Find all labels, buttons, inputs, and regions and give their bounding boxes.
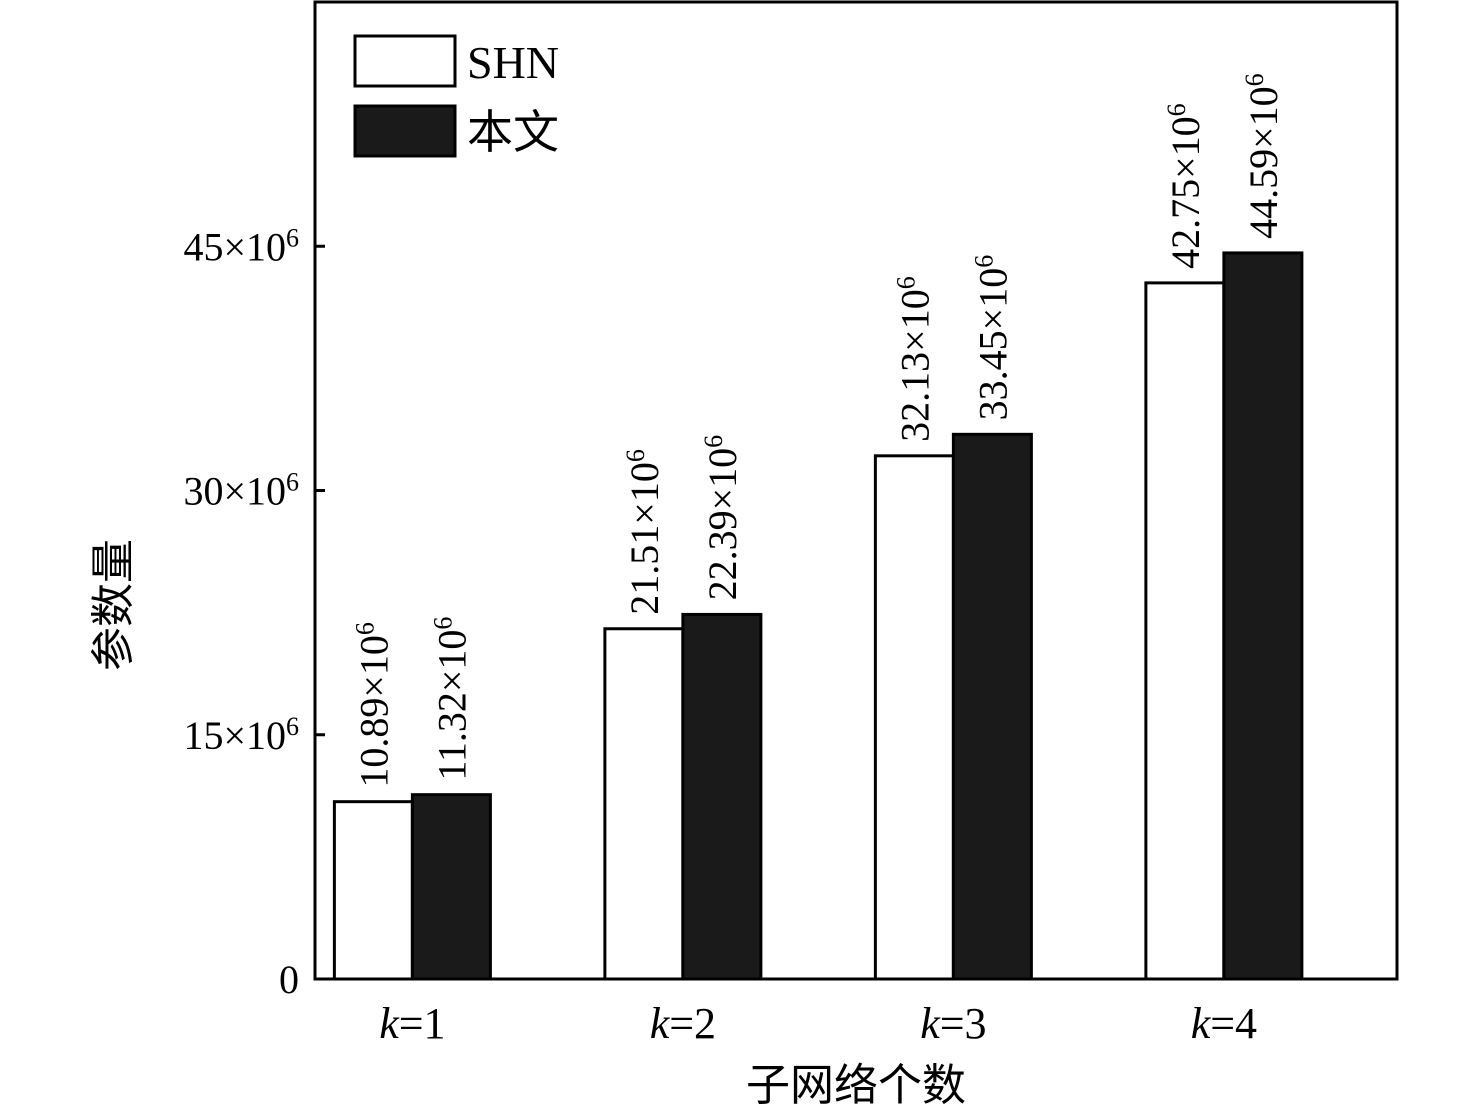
data-label: 42.75×106	[1162, 103, 1208, 269]
y-axis: 0 15×106 30×106 45×106	[183, 223, 325, 1002]
bar-本文-k=1	[410, 793, 492, 981]
data-label: 22.39×106	[699, 435, 745, 601]
legend-swatch-本文	[353, 104, 457, 158]
bar-SHN-k=1	[332, 800, 414, 981]
y-axis-title: 参数量	[89, 539, 138, 671]
x-tick-label: k=2	[650, 999, 716, 1048]
bar-SHN-k=3	[873, 454, 955, 981]
y-tick-label: 15×106	[183, 712, 299, 758]
x-axis: k=1 k=2 k=3 k=4	[379, 999, 1257, 1048]
x-axis-title: 子网络个数	[746, 1061, 966, 1110]
legend-label: 本文	[467, 107, 559, 158]
data-label: 33.45×106	[969, 255, 1015, 421]
bars-layer	[332, 251, 1304, 981]
y-tick-label: 0	[279, 957, 299, 1002]
x-tick-label: k=3	[920, 999, 986, 1048]
data-label: 44.59×106	[1240, 73, 1286, 239]
bar-本文-k=2	[681, 612, 763, 981]
bar-SHN-k=2	[603, 627, 685, 981]
data-label: 11.32×106	[428, 617, 474, 781]
y-tick-label: 30×106	[183, 468, 299, 514]
legend-swatch-SHN	[353, 34, 457, 88]
legend-label: SHN	[467, 37, 559, 88]
data-label: 32.13×106	[891, 276, 937, 442]
x-tick-label: k=4	[1191, 999, 1257, 1048]
x-tick-label: k=1	[379, 999, 445, 1048]
legend: SHN 本文	[353, 34, 559, 158]
bar-本文-k=3	[951, 432, 1033, 981]
data-label: 10.89×106	[350, 622, 396, 788]
data-labels-layer: 10.89×106 21.51×106 32.13×106 42.75×106 11.3…	[350, 73, 1286, 787]
bar-SHN-k=4	[1144, 281, 1226, 981]
data-label: 21.51×106	[621, 449, 667, 615]
y-tick-label: 45×106	[183, 223, 299, 269]
bar-本文-k=4	[1222, 251, 1304, 981]
